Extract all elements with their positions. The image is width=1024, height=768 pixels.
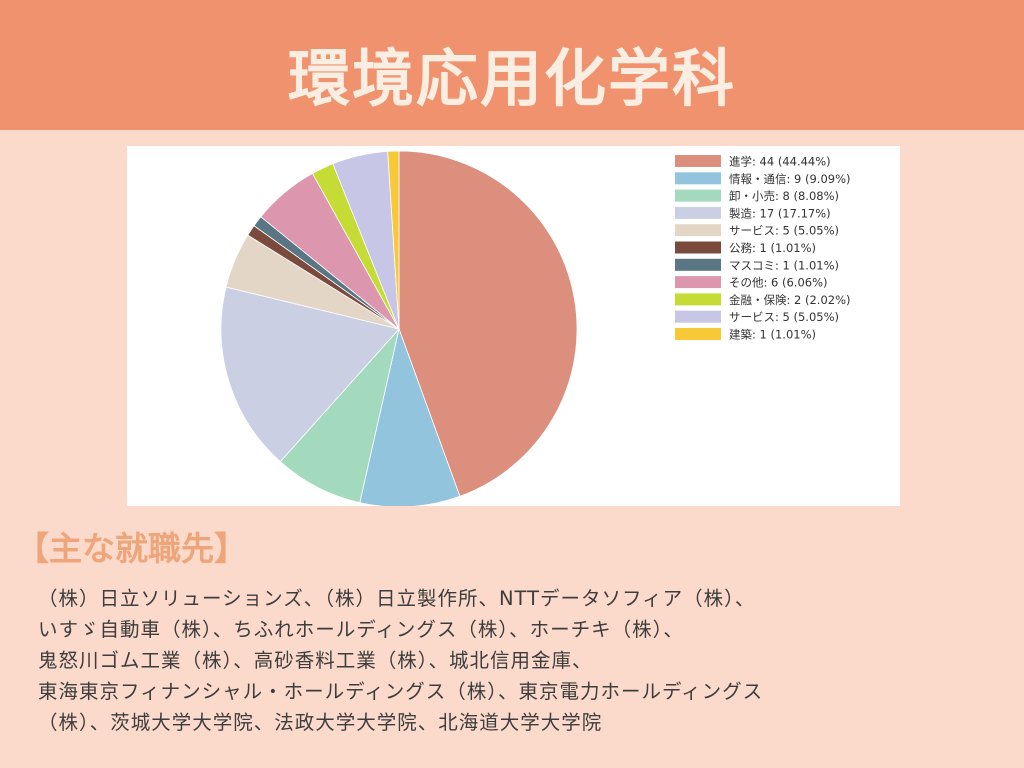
legend-swatch — [675, 155, 721, 167]
legend-label: 進学: 44 (44.44%) — [729, 155, 831, 169]
employers-line: いすゞ自動車（株）、ちふれホールディングス（株）、ホーチキ（株）、 — [38, 618, 684, 641]
employers-line: （株）、茨城大学大学院、法政大学大学院、北海道大学大学院 — [38, 711, 603, 734]
legend-label: 建築: 1 (1.01%) — [729, 328, 816, 342]
legend-swatch — [675, 189, 721, 202]
legend-label: 公務: 1 (1.01%) — [729, 241, 816, 255]
pie-slice — [398, 150, 578, 497]
legend-label: 製造: 17 (17.17%) — [729, 206, 831, 220]
pie-chart-panel: 進学: 44 (44.44%) 情報・通信: 9 (9.09%) 卸・小売: 8 (… — [127, 146, 900, 506]
legend-label: マスコミ: 1 (1.01%) — [729, 258, 839, 272]
legend-label: その他: 6 (6.06%) — [729, 276, 828, 290]
pie-slice — [220, 286, 400, 463]
employers-list: （株）日立ソリューションズ、（株）日立製作所、NTTデータソフィア（株）、 いす… — [38, 583, 928, 738]
employers-line: 東海東京フィナンシャル・ホールディングス（株）、東京電力ホールディングス — [38, 680, 764, 703]
pie-chart: 進学: 44 (44.44%) 情報・通信: 9 (9.09%) 卸・小売: 8 (… — [220, 150, 851, 506]
legend-swatch — [675, 258, 721, 271]
pie-slices — [220, 150, 578, 506]
legend-swatch — [675, 241, 721, 254]
legend-swatch — [675, 172, 721, 185]
legend-label: 金融・保険: 2 (2.02%) — [729, 293, 851, 307]
title-bar: 環境応用化学科 — [0, 0, 1024, 130]
legend-swatch — [675, 310, 721, 323]
legend-swatch — [675, 206, 721, 219]
employers-line: （株）日立ソリューションズ、（株）日立製作所、NTTデータソフィア（株）、 — [38, 587, 756, 610]
legend-swatch — [675, 224, 721, 237]
legend-swatch — [675, 293, 721, 306]
legend-swatch — [675, 328, 721, 340]
legend-label: サービス: 5 (5.05%) — [729, 310, 839, 324]
pie-slice — [279, 327, 400, 504]
pie-slice — [387, 150, 400, 330]
page-title: 環境応用化学科 — [287, 42, 736, 115]
legend-label: サービス: 5 (5.05%) — [729, 224, 839, 238]
chart-legend: 進学: 44 (44.44%) 情報・通信: 9 (9.09%) 卸・小売: 8 (… — [675, 155, 851, 342]
section-heading-employers: 【主な就職先】 — [16, 529, 247, 568]
employers-line: 鬼怒川ゴム工業（株）、高砂香料工業（株）、城北信用金庫、 — [38, 649, 593, 672]
legend-swatch — [675, 276, 721, 289]
legend-label: 情報・通信: 9 (9.09%) — [729, 172, 851, 186]
legend-label: 卸・小売: 8 (8.08%) — [729, 189, 839, 203]
pie-slice — [359, 327, 461, 506]
